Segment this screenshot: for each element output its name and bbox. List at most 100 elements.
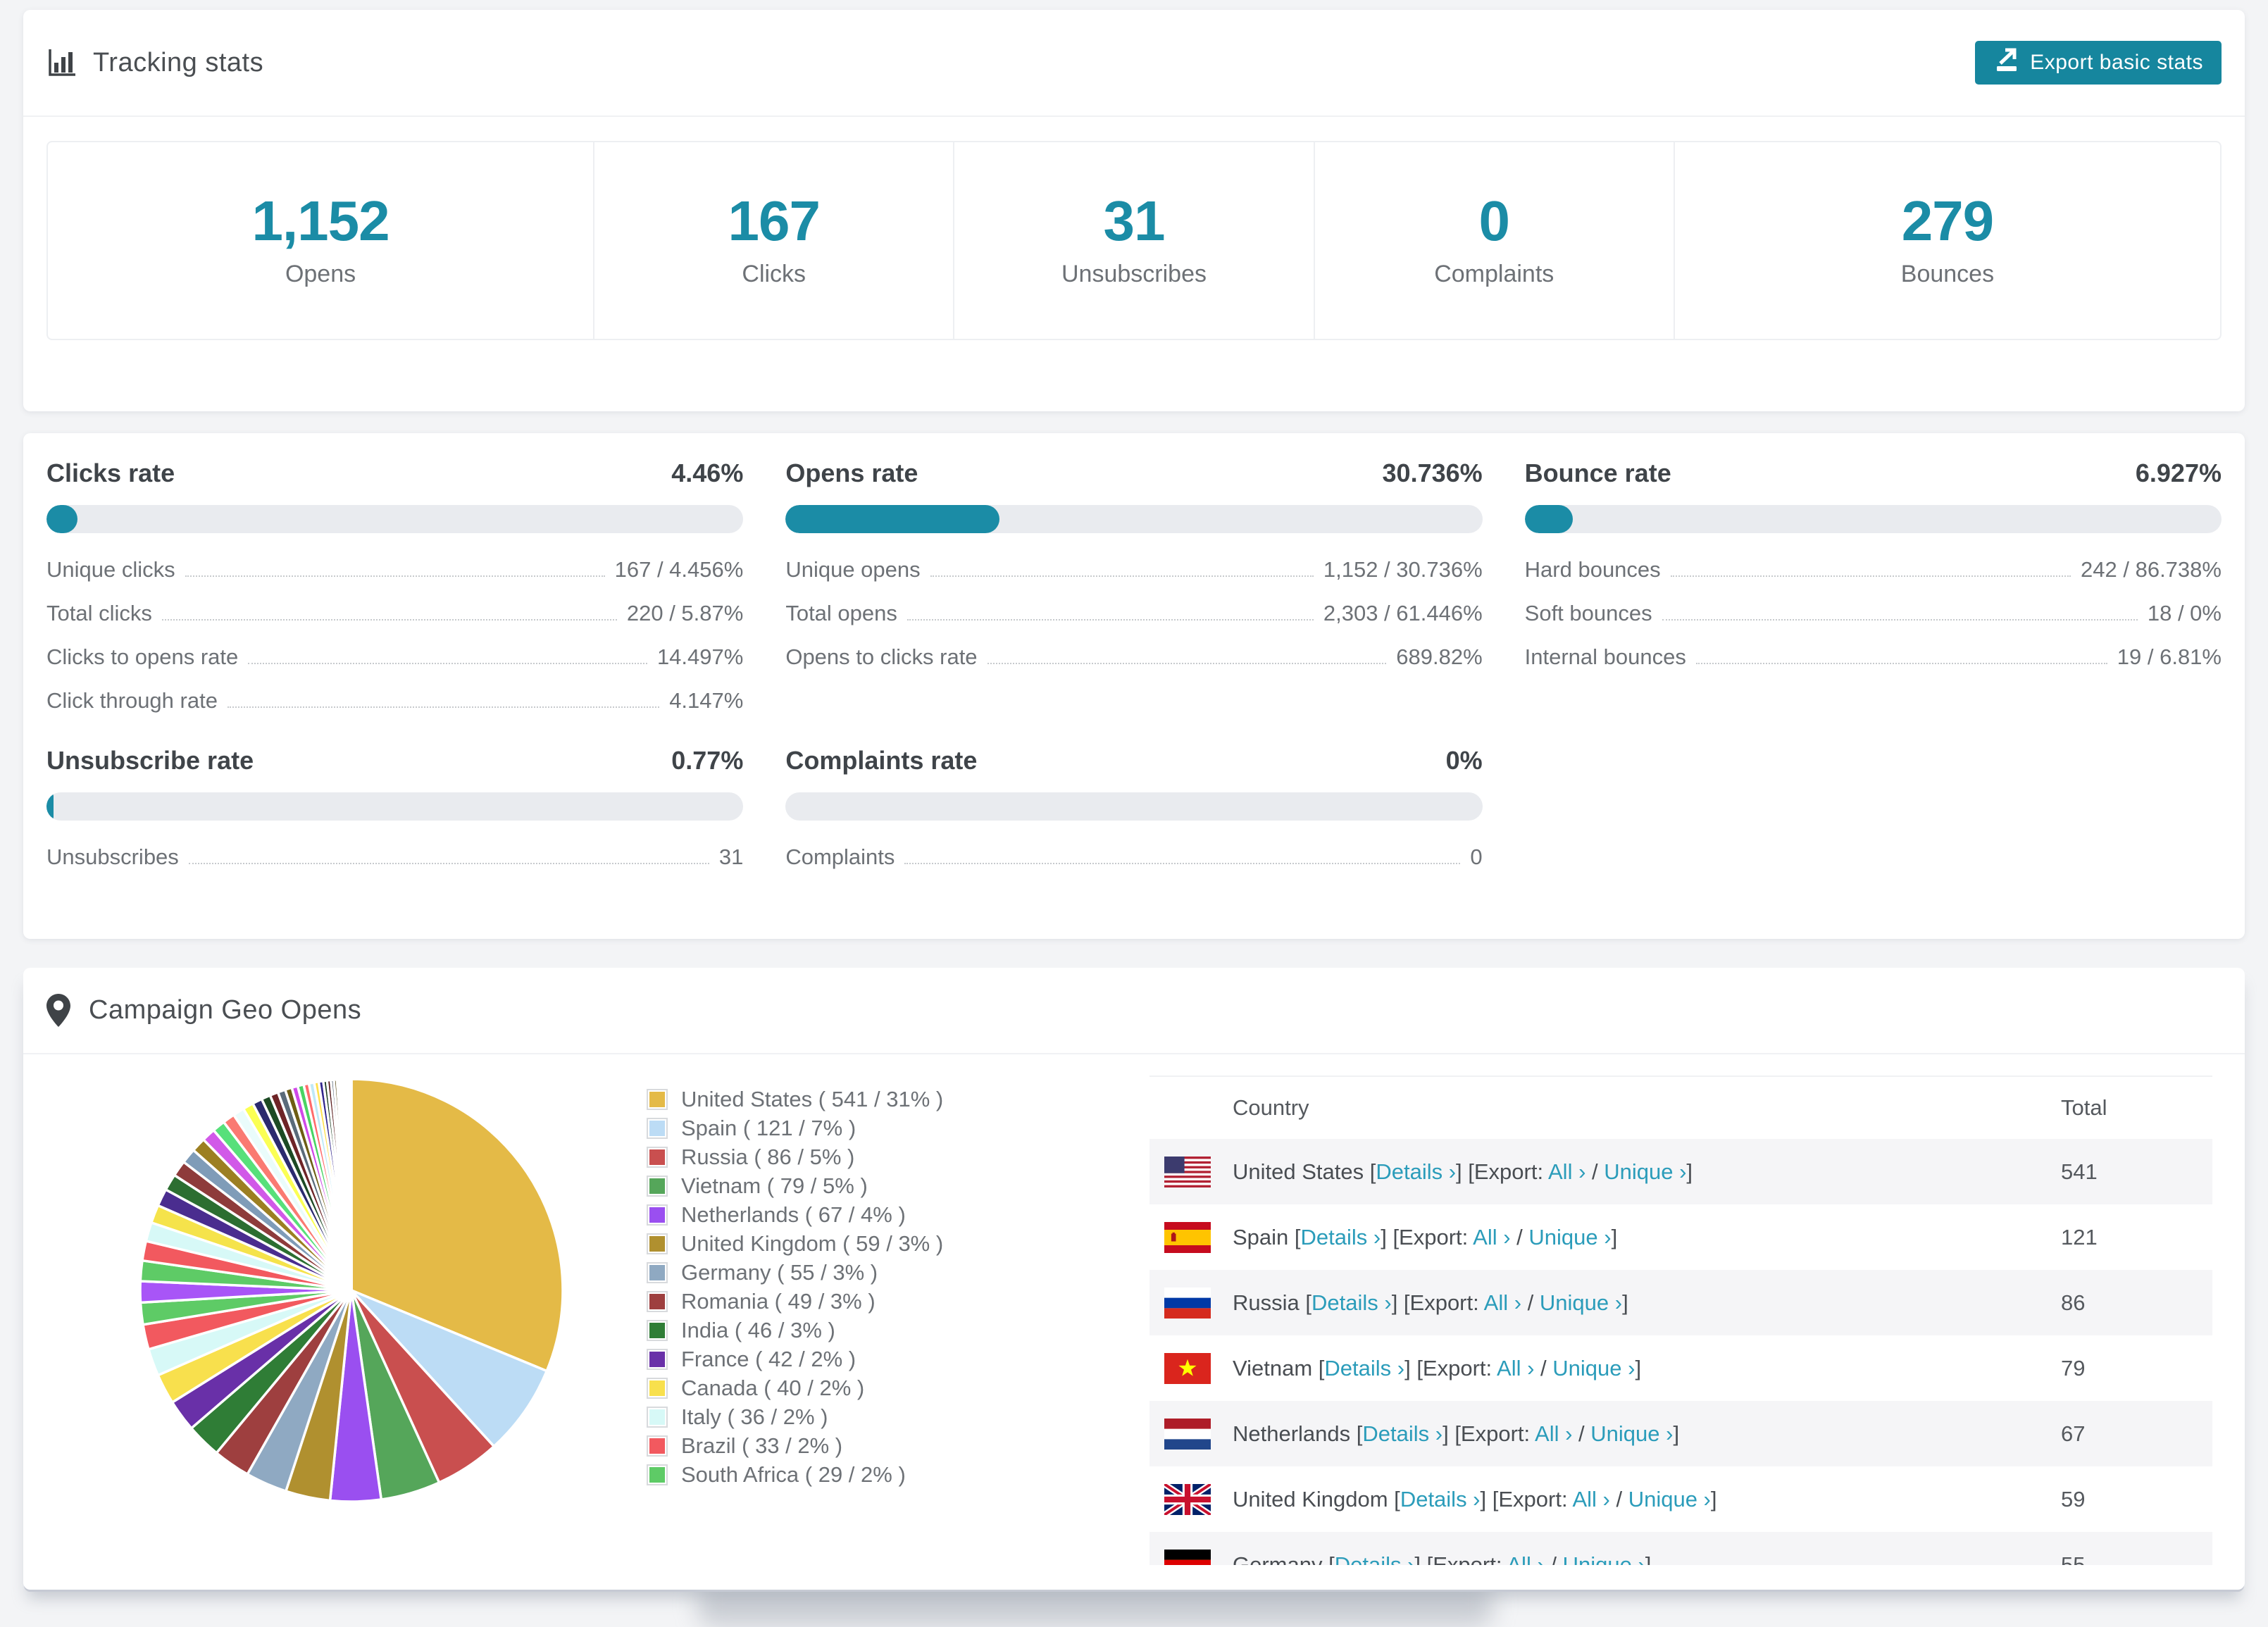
stat-value: 31 <box>1104 193 1165 249</box>
progress-fill <box>1525 505 1574 533</box>
legend-item-netherlands[interactable]: Netherlands ( 67 / 4% ) <box>647 1200 943 1229</box>
total-column-header: Total <box>2061 1095 2212 1121</box>
dotted-leader <box>904 863 1460 864</box>
details-link[interactable]: Details › <box>1400 1487 1481 1511</box>
legend-item-russia[interactable]: Russia ( 86 / 5% ) <box>647 1142 943 1171</box>
legend-item-italy[interactable]: Italy ( 36 / 2% ) <box>647 1402 943 1431</box>
export-icon <box>1993 46 2020 79</box>
details-link[interactable]: Details › <box>1376 1159 1456 1184</box>
map-pin-icon <box>46 994 70 1027</box>
dotted-leader <box>162 619 617 621</box>
export-unique-link[interactable]: Unique › <box>1604 1159 1686 1184</box>
export-all-link[interactable]: All › <box>1473 1225 1510 1249</box>
legend-item-india[interactable]: India ( 46 / 3% ) <box>647 1316 943 1345</box>
es-flag-icon <box>1164 1222 1211 1253</box>
rate-row-label: Total clicks <box>46 601 152 626</box>
de-flag-icon <box>1164 1550 1211 1566</box>
rate-row-label: Internal bounces <box>1525 644 1686 670</box>
legend-item-vietnam[interactable]: Vietnam ( 79 / 5% ) <box>647 1171 943 1200</box>
details-link[interactable]: Details › <box>1311 1290 1392 1315</box>
legend-label: Canada ( 40 / 2% ) <box>681 1376 864 1401</box>
tracking-stats-header: Tracking stats Export basic stats <box>23 10 2245 117</box>
legend-label: United States ( 541 / 31% ) <box>681 1087 943 1112</box>
rate-row-label: Total opens <box>785 601 897 626</box>
legend-item-canada[interactable]: Canada ( 40 / 2% ) <box>647 1373 943 1402</box>
export-all-link[interactable]: All › <box>1507 1552 1544 1566</box>
export-all-link[interactable]: All › <box>1548 1159 1585 1184</box>
table-row: United Kingdom [Details ›] [Export: All … <box>1149 1466 2212 1532</box>
country-cell: Spain [Details ›] [Export: All › / Uniqu… <box>1233 1225 2061 1250</box>
legend-swatch <box>647 1118 668 1139</box>
export-unique-link[interactable]: Unique › <box>1563 1552 1645 1566</box>
legend-item-france[interactable]: France ( 42 / 2% ) <box>647 1345 943 1373</box>
dotted-leader <box>930 575 1314 577</box>
export-unique-link[interactable]: Unique › <box>1540 1290 1622 1315</box>
stat-label: Bounces <box>1901 261 1994 288</box>
progress-bar <box>1525 505 2222 533</box>
page-title: Tracking stats <box>93 48 263 78</box>
legend-swatch <box>647 1320 668 1341</box>
export-unique-link[interactable]: Unique › <box>1528 1225 1611 1249</box>
geo-opens-table: Country Total United States [Details ›] … <box>1149 1076 2212 1565</box>
rate-row-label: Click through rate <box>46 688 218 713</box>
details-link[interactable]: Details › <box>1335 1552 1415 1566</box>
legend-swatch <box>647 1378 668 1399</box>
export-all-link[interactable]: All › <box>1572 1487 1609 1511</box>
legend-swatch <box>647 1089 668 1110</box>
details-link[interactable]: Details › <box>1301 1225 1381 1249</box>
details-link[interactable]: Details › <box>1362 1421 1443 1446</box>
legend-swatch <box>647 1291 668 1312</box>
dotted-leader <box>1696 663 2107 664</box>
rate-row-label: Unsubscribes <box>46 844 179 870</box>
legend-label: Spain ( 121 / 7% ) <box>681 1116 856 1141</box>
export-unique-link[interactable]: Unique › <box>1628 1487 1711 1511</box>
rate-row-label: Unique opens <box>785 557 920 582</box>
details-link[interactable]: Details › <box>1324 1356 1404 1380</box>
rate-row-value: 220 / 5.87% <box>627 601 743 626</box>
export-all-link[interactable]: All › <box>1497 1356 1534 1380</box>
legend-swatch <box>647 1176 668 1197</box>
legend-item-spain[interactable]: Spain ( 121 / 7% ) <box>647 1114 943 1142</box>
progress-bar <box>785 792 1482 821</box>
legend-item-brazil[interactable]: Brazil ( 33 / 2% ) <box>647 1431 943 1460</box>
legend-item-germany[interactable]: Germany ( 55 / 3% ) <box>647 1258 943 1287</box>
export-basic-stats-button[interactable]: Export basic stats <box>1975 41 2222 85</box>
dotted-leader <box>987 663 1387 664</box>
export-unique-link[interactable]: Unique › <box>1552 1356 1635 1380</box>
legend-swatch <box>647 1262 668 1283</box>
us-flag-icon <box>1164 1157 1211 1187</box>
legend-item-south-africa[interactable]: South Africa ( 29 / 2% ) <box>647 1460 943 1489</box>
export-all-link[interactable]: All › <box>1484 1290 1521 1315</box>
progress-fill <box>785 505 999 533</box>
rate-row-value: 1,152 / 30.736% <box>1323 557 1483 582</box>
legend-label: Brazil ( 33 / 2% ) <box>681 1433 842 1459</box>
rate-value: 6.927% <box>2136 459 2222 488</box>
legend-label: Romania ( 49 / 3% ) <box>681 1289 876 1314</box>
legend-item-united-kingdom[interactable]: United Kingdom ( 59 / 3% ) <box>647 1229 943 1258</box>
stat-label: Complaints <box>1434 261 1554 288</box>
rate-row-label: Clicks to opens rate <box>46 644 238 670</box>
legend-label: South Africa ( 29 / 2% ) <box>681 1462 906 1488</box>
legend-label: Netherlands ( 67 / 4% ) <box>681 1202 906 1228</box>
legend-item-united-states[interactable]: United States ( 541 / 31% ) <box>647 1085 943 1114</box>
export-all-link[interactable]: All › <box>1535 1421 1572 1446</box>
export-unique-link[interactable]: Unique › <box>1590 1421 1673 1446</box>
rate-row-value: 167 / 4.456% <box>615 557 744 582</box>
legend-item-romania[interactable]: Romania ( 49 / 3% ) <box>647 1287 943 1316</box>
rate-row: Total clicks 220 / 5.87% <box>46 601 743 626</box>
